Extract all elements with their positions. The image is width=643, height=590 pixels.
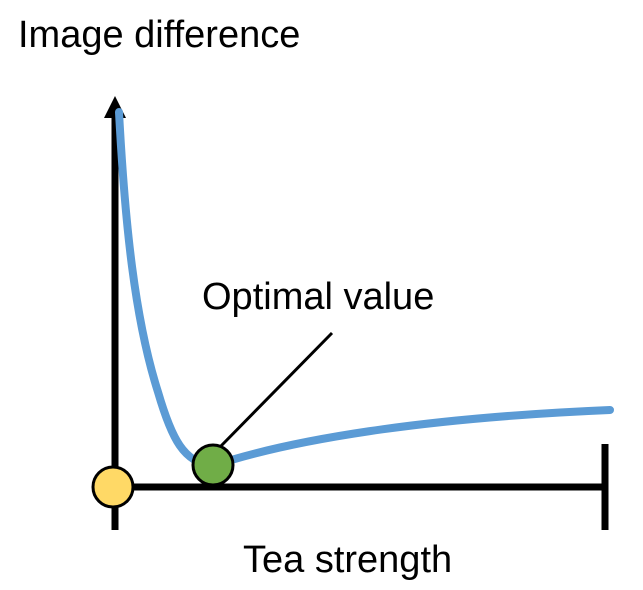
origin-marker xyxy=(91,465,135,509)
annotation-pointer-line xyxy=(218,331,334,449)
difference-curve xyxy=(115,108,614,471)
optimal-value-marker xyxy=(191,443,235,487)
optimal-value-label: Optimal value xyxy=(202,276,435,318)
x-axis-label: Tea strength xyxy=(243,539,453,581)
y-axis-label: Image difference xyxy=(18,14,301,56)
